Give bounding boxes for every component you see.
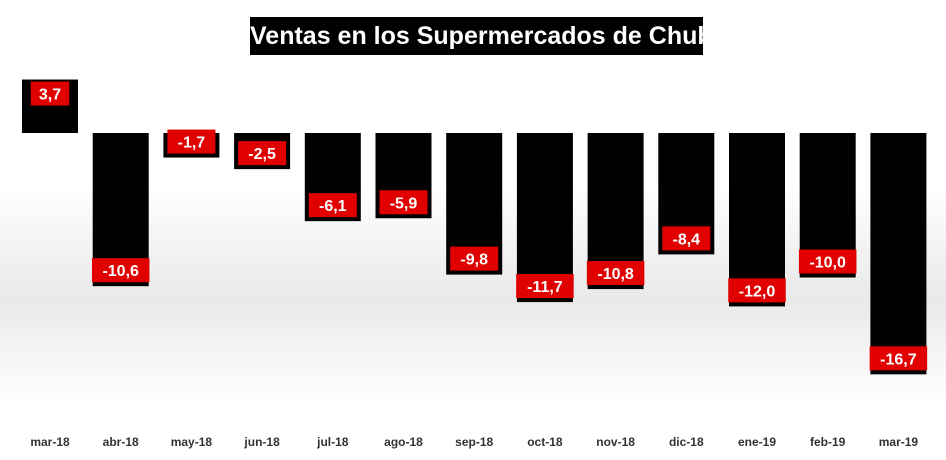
data-label-dic-18: -8,4 [662,226,711,251]
chart-title: Ventas en los Supermercados de Chubut [250,17,736,55]
x-tick-label: ene-19 [738,435,776,449]
data-label-mar-19: -16,7 [869,346,928,371]
bar-ene-19 [729,133,785,307]
data-label-may-18: -1,7 [167,129,216,154]
x-tick-label: abr-18 [103,435,139,449]
data-label-text: -10,0 [809,255,846,272]
x-tick-label: dic-18 [669,435,704,449]
x-tick-label: nov-18 [596,435,635,449]
data-label-jul-18: -6,1 [308,193,357,218]
x-tick-label: feb-19 [810,435,846,449]
data-label-bg [662,226,711,251]
data-label-text: 3,7 [39,87,61,104]
data-label-text: -10,6 [102,263,139,280]
data-label-bg [30,81,70,106]
x-tick-label: mar-19 [879,435,919,449]
data-label-bg [379,190,428,215]
data-label-bg [91,258,150,283]
data-label-text: -12,0 [739,283,776,300]
x-tick-label: sep-18 [455,435,493,449]
data-label-bg [167,129,216,154]
data-label-bg [516,274,574,299]
data-label-text: -6,1 [319,198,347,215]
x-tick-label: mar-18 [30,435,70,449]
x-tick-label: ago-18 [384,435,423,449]
data-label-nov-18: -10,8 [586,261,645,286]
data-label-text: -1,7 [178,135,206,152]
data-label-text: -8,4 [673,231,701,248]
data-label-jun-18: -2,5 [238,141,287,166]
data-label-bg [869,346,928,371]
data-label-feb-19: -10,0 [798,249,857,274]
x-tick-label: jul-18 [316,435,349,449]
data-label-text: -16,7 [880,351,917,368]
data-label-text: -5,9 [390,195,418,212]
x-tick-label: oct-18 [527,435,563,449]
data-label-oct-18: -11,7 [516,274,574,299]
data-label-bg [308,193,357,218]
data-label-mar-18: 3,7 [30,81,70,106]
x-tick-label: may-18 [171,435,213,449]
x-tick-label: jun-18 [243,435,280,449]
data-label-bg [586,261,645,286]
data-label-bg [450,246,499,271]
data-label-ago-18: -5,9 [379,190,428,215]
data-label-text: -11,7 [527,279,563,296]
data-label-text: -9,8 [460,252,488,269]
data-label-bg [728,278,786,303]
data-label-text: -10,8 [597,266,634,283]
data-label-text: -2,5 [248,146,276,163]
data-label-bg [238,141,287,166]
bar-oct-18 [516,133,573,303]
data-label-abr-18: -10,6 [91,258,150,283]
bar-mar-19 [870,133,927,375]
data-label-bg [798,249,857,274]
data-label-sep-18: -9,8 [450,246,499,271]
data-label-ene-19: -12,0 [728,278,786,303]
